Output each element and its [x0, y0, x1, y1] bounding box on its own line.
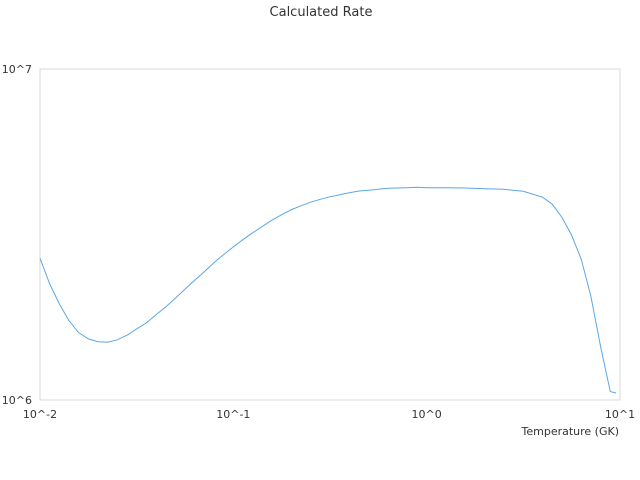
plot-area-frame [39, 68, 621, 401]
x-tick-label: 10^-1 [216, 408, 250, 421]
x-tick-label: 10^1 [605, 408, 635, 421]
series-line [39, 186, 617, 394]
x-tick-label: 10^-2 [23, 408, 57, 421]
x-tick-label: 10^0 [412, 408, 442, 421]
y-tick-label: 10^6 [2, 394, 32, 407]
chart-title: Calculated Rate [270, 5, 373, 20]
y-tick-label: 10^7 [2, 63, 32, 76]
x-axis-label: Temperature (GK) [521, 425, 620, 438]
